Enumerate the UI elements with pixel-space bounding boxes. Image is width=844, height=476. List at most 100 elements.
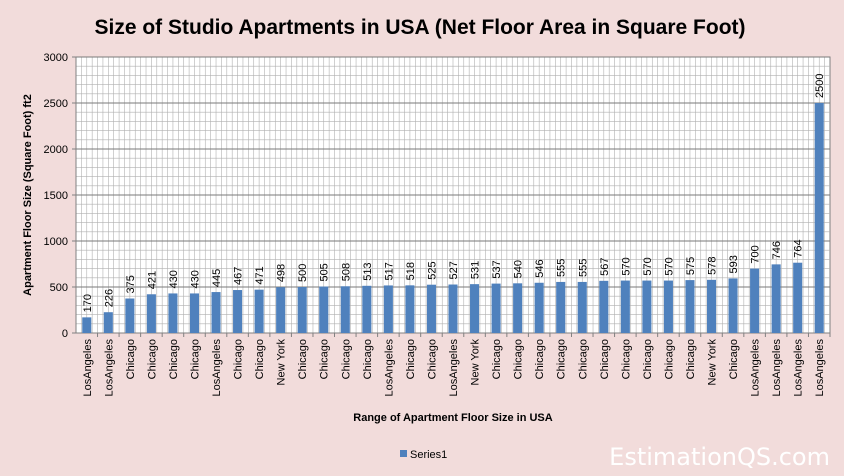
category-label: Chicago [620,339,632,379]
data-label: 375 [125,275,137,293]
bar [405,285,415,333]
data-label: 537 [491,260,503,278]
legend: Series1 [400,449,447,461]
data-label: 764 [793,239,805,257]
y-tick-label: 2000 [44,144,68,156]
chart-title: Size of Studio Apartments in USA (Net Fl… [94,16,745,39]
category-label: New York [276,339,288,386]
bar [706,279,717,333]
category-label: New York [470,339,482,386]
data-label: 531 [470,261,482,279]
y-axis-title: Apartment Floor Size (Square Foot) ft2 [22,94,34,296]
data-label: 555 [577,259,589,277]
bar [663,280,673,333]
category-label: LosAngeles [771,339,783,397]
category-label: Chicago [146,339,158,379]
y-tick-label: 1500 [44,190,68,202]
y-tick-label: 500 [50,282,68,294]
data-label: 467 [233,267,245,285]
bar [254,289,264,333]
y-axis-ticks: 0 500 1000 1500 2000 2500 3000 [44,52,76,340]
bar [793,262,803,333]
data-label: 746 [771,241,783,259]
bar [383,285,393,333]
category-label: Chicago [685,339,697,379]
data-label: 500 [297,264,309,282]
data-label: 430 [189,270,201,288]
data-label: 540 [513,260,525,278]
data-label: 578 [707,256,719,274]
category-label: Chicago [491,339,503,379]
bar [728,278,738,333]
bar [620,280,630,333]
category-label: Chicago [233,339,245,379]
data-label: 518 [405,262,417,280]
category-label: Chicago [405,339,417,379]
category-label: Chicago [319,339,331,379]
bar [340,286,350,333]
data-label: 575 [685,257,697,275]
data-label: 546 [534,259,546,277]
y-tick-label: 3000 [44,52,68,64]
data-label: 170 [82,294,94,312]
bar [814,103,824,333]
watermark: EstimationQS.com [609,443,830,471]
category-label: Chicago [513,339,525,379]
bar [362,285,372,333]
bar [750,268,760,333]
category-label: Chicago [426,339,438,379]
bar [599,280,609,333]
bar [556,281,566,333]
category-label: LosAngeles [448,339,460,397]
gridlines [75,56,830,334]
data-label: 421 [146,271,158,289]
category-label: Chicago [362,339,374,379]
category-label: LosAngeles [82,339,94,397]
category-label: LosAngeles [103,339,115,397]
category-label: Chicago [577,339,589,379]
legend-label: Series1 [410,449,447,461]
category-label: Chicago [168,339,180,379]
category-label: Chicago [663,339,675,379]
legend-swatch [400,450,407,457]
category-label: Chicago [189,339,201,379]
bar [577,281,587,333]
data-label: 570 [663,257,675,275]
bar [82,317,92,333]
bar [470,284,480,333]
category-label: New York [707,339,719,386]
bar [771,264,781,333]
category-label: Chicago [556,339,568,379]
data-label: 498 [276,264,288,282]
bar [276,287,286,333]
bar [513,283,523,333]
category-label: Chicago [254,339,266,379]
data-label: 570 [642,257,654,275]
category-label: LosAngeles [814,339,826,397]
data-label: 2500 [814,74,826,98]
category-label: LosAngeles [793,339,805,397]
y-tick-label: 1000 [44,236,68,248]
y-tick-label: 2500 [44,98,68,110]
data-label: 593 [728,255,740,273]
bar [319,286,329,333]
bar [426,284,436,333]
bar [491,283,501,333]
data-label: 513 [362,262,374,280]
data-label: 430 [168,270,180,288]
bars [82,103,824,333]
data-label: 517 [383,262,395,280]
data-label: 525 [426,261,438,279]
data-label: 555 [556,259,568,277]
category-label: Chicago [340,339,352,379]
data-label: 570 [620,257,632,275]
data-label: 471 [254,266,266,284]
bar [211,292,221,333]
bar [189,293,200,333]
data-label: 505 [319,263,331,281]
category-labels: LosAngeles LosAngeles Chicago Chicago Chicag… [82,333,831,397]
category-label: LosAngeles [383,339,395,397]
data-label: 445 [211,269,223,287]
bar [168,293,178,333]
category-label: Chicago [642,339,654,379]
